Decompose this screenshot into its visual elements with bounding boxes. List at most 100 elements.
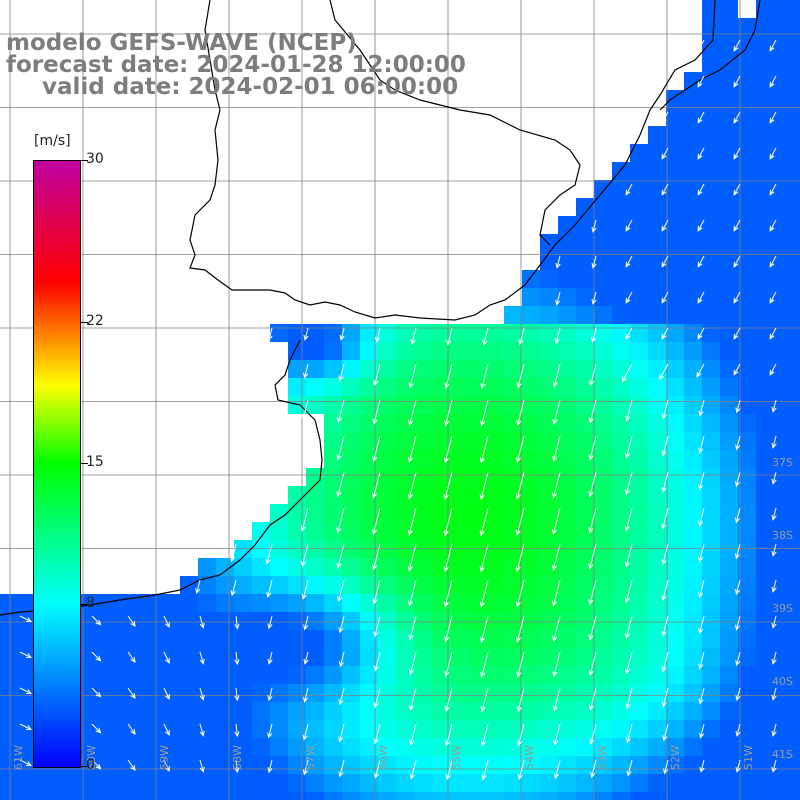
- speed-cell: [504, 612, 522, 630]
- speed-cell: [738, 414, 756, 432]
- speed-cell: [594, 684, 612, 702]
- speed-cell: [756, 414, 774, 432]
- speed-cell: [666, 216, 684, 234]
- speed-cell: [504, 396, 522, 414]
- speed-cell: [108, 666, 126, 684]
- wind-arrow: [771, 651, 777, 665]
- speed-cell: [558, 792, 576, 800]
- speed-cell: [360, 648, 378, 666]
- speed-cell: [504, 630, 522, 648]
- speed-cell: [630, 630, 648, 648]
- wind-arrow: [516, 651, 525, 678]
- speed-cell: [522, 378, 540, 396]
- speed-cell: [720, 270, 738, 288]
- wind-arrow: [163, 687, 170, 701]
- speed-cell: [342, 522, 360, 540]
- speed-cell: [522, 684, 540, 702]
- speed-cell: [738, 774, 756, 792]
- speed-cell: [108, 756, 126, 774]
- speed-cell: [486, 576, 504, 594]
- speed-cell: [702, 540, 720, 558]
- speed-cell: [720, 738, 738, 756]
- speed-cell: [288, 324, 306, 342]
- wind-arrow: [621, 363, 633, 383]
- speed-cell: [558, 360, 576, 378]
- wind-arrow: [234, 687, 240, 702]
- wind-arrow: [771, 723, 777, 737]
- speed-cell: [558, 666, 576, 684]
- speed-cell: [468, 342, 486, 360]
- speed-cell: [792, 666, 800, 684]
- speed-cell: [468, 630, 486, 648]
- speed-cell: [126, 648, 144, 666]
- speed-cell: [756, 126, 774, 144]
- model-title: modelo GEFS-WAVE (NCEP): [6, 30, 357, 56]
- wind-arrow: [407, 435, 417, 464]
- speed-cell: [342, 666, 360, 684]
- speed-cell: [468, 576, 486, 594]
- wind-arrow: [443, 471, 453, 501]
- speed-cell: [648, 288, 666, 306]
- speed-cell: [684, 648, 702, 666]
- speed-cell: [378, 324, 396, 342]
- speed-cell: [612, 378, 630, 396]
- speed-cell: [720, 342, 738, 360]
- speed-cell: [738, 522, 756, 540]
- speed-cell: [630, 774, 648, 792]
- speed-cell: [774, 720, 792, 738]
- wind-arrow: [373, 723, 381, 745]
- speed-cell: [432, 792, 450, 800]
- speed-cell: [36, 792, 54, 800]
- speed-cell: [720, 234, 738, 252]
- wind-arrow: [625, 183, 633, 196]
- speed-cell: [144, 774, 162, 792]
- speed-cell: [522, 306, 540, 324]
- wind-arrow: [445, 723, 453, 747]
- speed-cell: [270, 612, 288, 630]
- speed-cell: [252, 666, 270, 684]
- speed-cell: [396, 450, 414, 468]
- speed-cell: [576, 648, 594, 666]
- wind-arrow: [19, 723, 32, 730]
- speed-cell: [648, 612, 666, 630]
- speed-cell: [612, 306, 630, 324]
- speed-cell: [252, 648, 270, 666]
- wind-arrow: [661, 651, 669, 673]
- speed-cell: [252, 540, 270, 558]
- wind-arrow: [481, 759, 489, 781]
- speed-cell: [486, 504, 504, 522]
- speed-cell: [180, 612, 198, 630]
- speed-cell: [684, 396, 702, 414]
- speed-cell: [792, 54, 800, 72]
- speed-cell: [216, 576, 234, 594]
- speed-cell: [774, 684, 792, 702]
- speed-cell: [198, 648, 216, 666]
- speed-cell: [576, 342, 594, 360]
- speed-cell: [756, 342, 774, 360]
- speed-cell: [144, 612, 162, 630]
- wind-arrow: [661, 219, 669, 232]
- colorbar-tick-mark: [80, 766, 88, 767]
- speed-cell: [594, 612, 612, 630]
- speed-cell: [216, 612, 234, 630]
- speed-cell: [666, 504, 684, 522]
- wind-arrow: [769, 363, 777, 376]
- speed-cell: [360, 486, 378, 504]
- wind-arrow: [336, 543, 345, 569]
- speed-cell: [414, 486, 432, 504]
- speed-cell: [162, 738, 180, 756]
- speed-cell: [648, 756, 666, 774]
- speed-cell: [648, 738, 666, 756]
- speed-cell: [162, 756, 180, 774]
- speed-cell: [504, 450, 522, 468]
- speed-cell: [738, 702, 756, 720]
- colorbar-tick-label: 15: [86, 454, 104, 470]
- speed-cell: [522, 324, 540, 342]
- speed-cell: [450, 504, 468, 522]
- speed-cell: [558, 756, 576, 774]
- speed-cell: [612, 612, 630, 630]
- speed-cell: [666, 684, 684, 702]
- wind-arrow: [625, 687, 633, 710]
- lon-label: 60W: [85, 745, 98, 770]
- speed-cell: [666, 378, 684, 396]
